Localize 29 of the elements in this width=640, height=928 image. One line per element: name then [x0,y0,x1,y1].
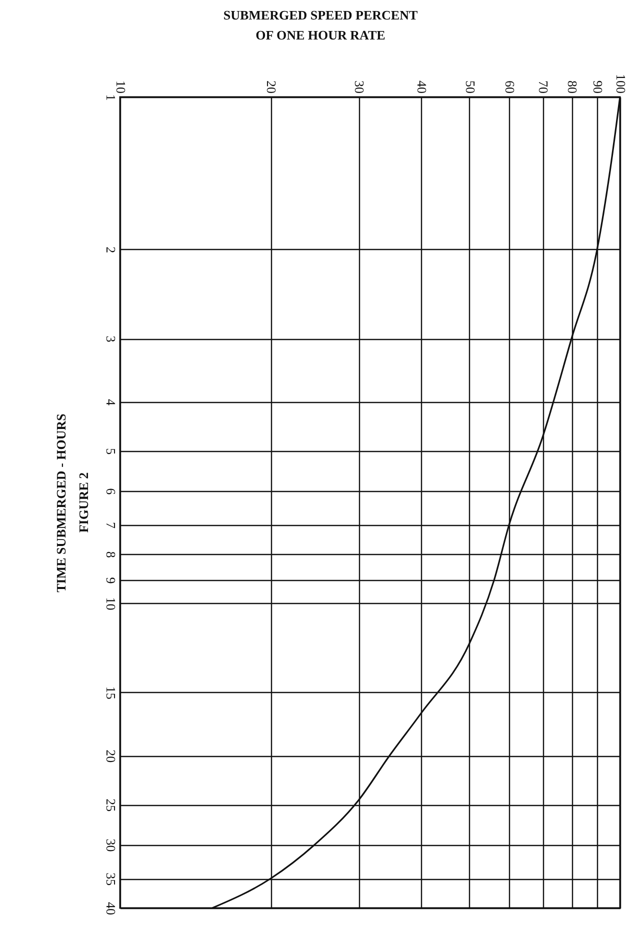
y-tick-label: 6 [104,488,118,496]
y-axis-title: TIME SUBMERGED - HOURS [54,414,68,592]
y-tick-label: 8 [104,551,118,558]
x-tick-label: 60 [502,80,518,94]
x-tick-label: 10 [114,80,128,94]
x-axis-title: SUBMERGED SPEED PERCENT OF ONE HOUR RATE [223,8,418,42]
y-tick-label: 7 [104,522,118,530]
y-tick-label: 40 [104,902,118,915]
x-tick-label: 30 [352,80,368,94]
y-tick-label: 9 [104,577,118,584]
x-tick-label: 80 [565,80,580,94]
y-tick-label: 15 [104,686,118,700]
x-tick-label: 50 [462,80,478,94]
x-tick-label: 20 [264,80,280,94]
y-tick-label: 1 [104,94,118,101]
y-tick-label: 2 [104,246,118,254]
x-tick-label: 70 [536,80,552,94]
y-tick-label: 30 [104,838,118,852]
y-tick-label: 35 [104,872,118,886]
caption: FIGURE 2 [76,472,91,533]
y-tick-label: 25 [104,798,118,812]
x-tick-label: 40 [414,80,430,94]
y-tick-label: 3 [104,336,118,342]
y-tick-label: 10 [104,597,118,610]
y-tick-label: 4 [104,399,118,406]
x-tick-label: 100 [614,74,628,94]
y-tick-label: 20 [104,750,118,763]
x-tick-label: 90 [590,80,606,94]
y-tick-label: 5 [104,448,118,455]
